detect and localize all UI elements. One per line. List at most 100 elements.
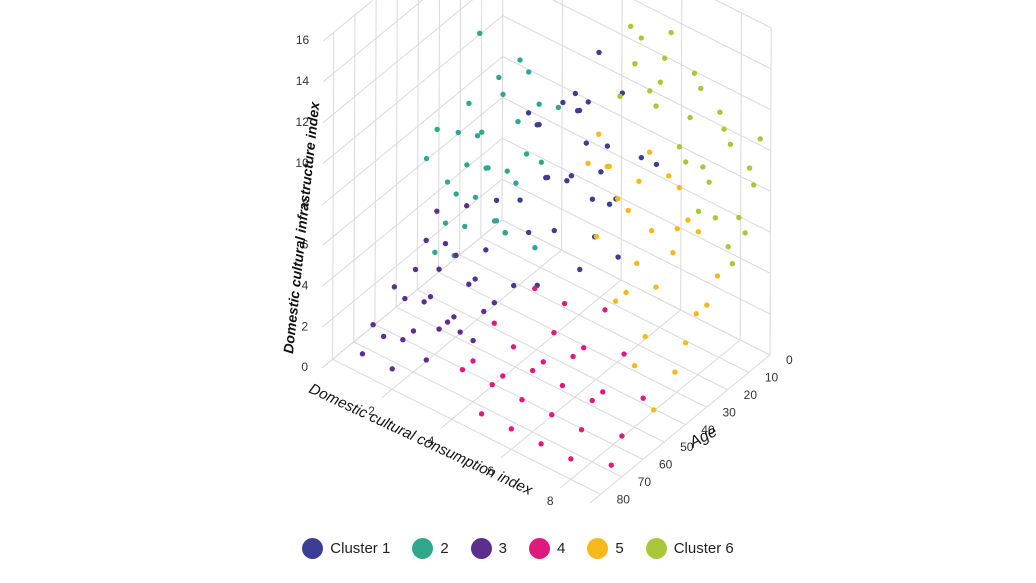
legend-item-6[interactable]: Cluster 6 [645,537,734,559]
gridline-z-back-wall [502,15,771,152]
data-point-series-6 [729,261,736,267]
gridline-z-back-wall [714,0,772,29]
data-point-series-5 [646,149,653,155]
data-point-series-2 [536,101,542,107]
gridline-z-back-wall [551,0,772,111]
legend-item-5[interactable]: 5 [587,537,624,559]
data-point-series-2 [442,220,449,226]
data-point-series-3 [389,366,395,372]
data-point-series-5 [604,163,610,170]
gridline-x-back-wall [680,0,683,311]
data-point-series-6 [746,165,753,171]
gridline-age-floor [353,341,622,478]
data-point-series-1 [560,99,566,106]
data-point-series-3 [457,329,463,335]
gridline-age-left-wall [374,0,377,325]
gridline-z-left-wall [322,15,504,165]
gridline-age-floor [332,358,601,495]
data-point-series-1 [534,122,540,128]
data-point-series-4 [578,427,585,433]
data-point-series-5 [653,284,659,290]
data-point-series-5 [714,273,721,279]
data-point-series-6 [757,136,763,142]
data-point-series-1 [604,143,611,149]
data-point-series-5 [648,227,655,234]
data-point-series-2 [466,100,472,106]
data-point-series-2 [515,118,521,125]
data-point-series-5 [676,184,682,191]
data-point-series-2 [532,245,538,251]
data-point-series-4 [478,411,485,417]
data-point-series-3 [434,208,440,214]
data-point-series-6 [632,60,638,67]
gridline-age-floor [480,236,750,373]
data-point-series-5 [642,333,648,340]
gridline-x-floor [559,339,741,489]
data-point-series-1 [598,169,604,175]
data-point-series-2 [523,151,530,157]
gridline-age-left-wall [480,0,483,238]
data-point-series-2 [526,69,532,75]
legend-swatch [470,537,492,559]
data-point-series-4 [538,441,544,447]
data-point-series-6 [695,208,702,215]
data-point-series-3 [464,203,470,209]
z-tick-label: 12 [296,115,310,129]
data-point-series-4 [549,412,555,418]
gridline-z-left-wall [322,0,374,42]
y-tick-label: 80 [617,492,631,506]
gridline-x-floor [381,249,562,399]
data-point-series-4 [621,351,627,357]
legend-item-3[interactable]: 3 [470,537,507,559]
gridline-x-back-wall [739,12,742,341]
data-point-series-6 [653,103,659,109]
data-point-series-6 [683,159,689,165]
data-point-series-1 [585,99,591,105]
data-point-series-5 [674,226,680,232]
data-point-series-2 [504,168,510,174]
z-tick-label: 10 [295,156,309,170]
data-point-series-5 [585,160,591,166]
data-point-series-3 [359,351,366,357]
gridline-age-left-wall [416,0,419,290]
data-point-series-6 [712,215,719,221]
legend-item-4[interactable]: 4 [529,537,566,559]
data-point-series-3 [453,252,459,259]
gridline-x-back-wall [769,27,772,356]
data-point-series-3 [421,299,427,305]
data-point-series-5 [623,289,629,296]
data-point-series-4 [529,367,536,374]
data-point-series-3 [436,266,442,272]
data-point-series-1 [510,282,517,289]
data-point-series-3 [423,237,429,244]
data-point-series-4 [508,426,515,432]
data-point-series-3 [400,337,406,343]
data-point-series-3 [442,240,449,247]
gridline-x-floor [589,354,771,504]
data-point-series-3 [402,295,408,302]
gridline-age-floor [417,289,686,426]
gridline-age-floor [459,254,728,391]
data-point-series-3 [491,300,498,306]
data-point-series-5 [670,249,676,256]
data-point-series-5 [695,229,702,235]
data-point-series-4 [470,358,476,364]
data-point-series-2 [538,159,545,165]
gridline-z-left-wall [322,0,424,83]
data-point-series-1 [606,201,613,207]
data-point-series-3 [444,319,451,325]
data-point-series-6 [727,141,734,148]
z-tick-label: 8 [302,197,309,211]
y-tick-label: 70 [638,475,652,489]
legend-item-2[interactable]: 2 [412,537,449,559]
data-point-series-1 [577,266,583,273]
data-point-series-3 [470,337,476,344]
legend-item-1[interactable]: Cluster 1 [302,537,390,559]
data-point-series-6 [668,29,674,36]
data-point-series-3 [483,247,489,253]
data-point-series-4 [551,330,557,336]
z-tick-label: 16 [296,33,310,47]
legend-label: 4 [557,539,566,557]
